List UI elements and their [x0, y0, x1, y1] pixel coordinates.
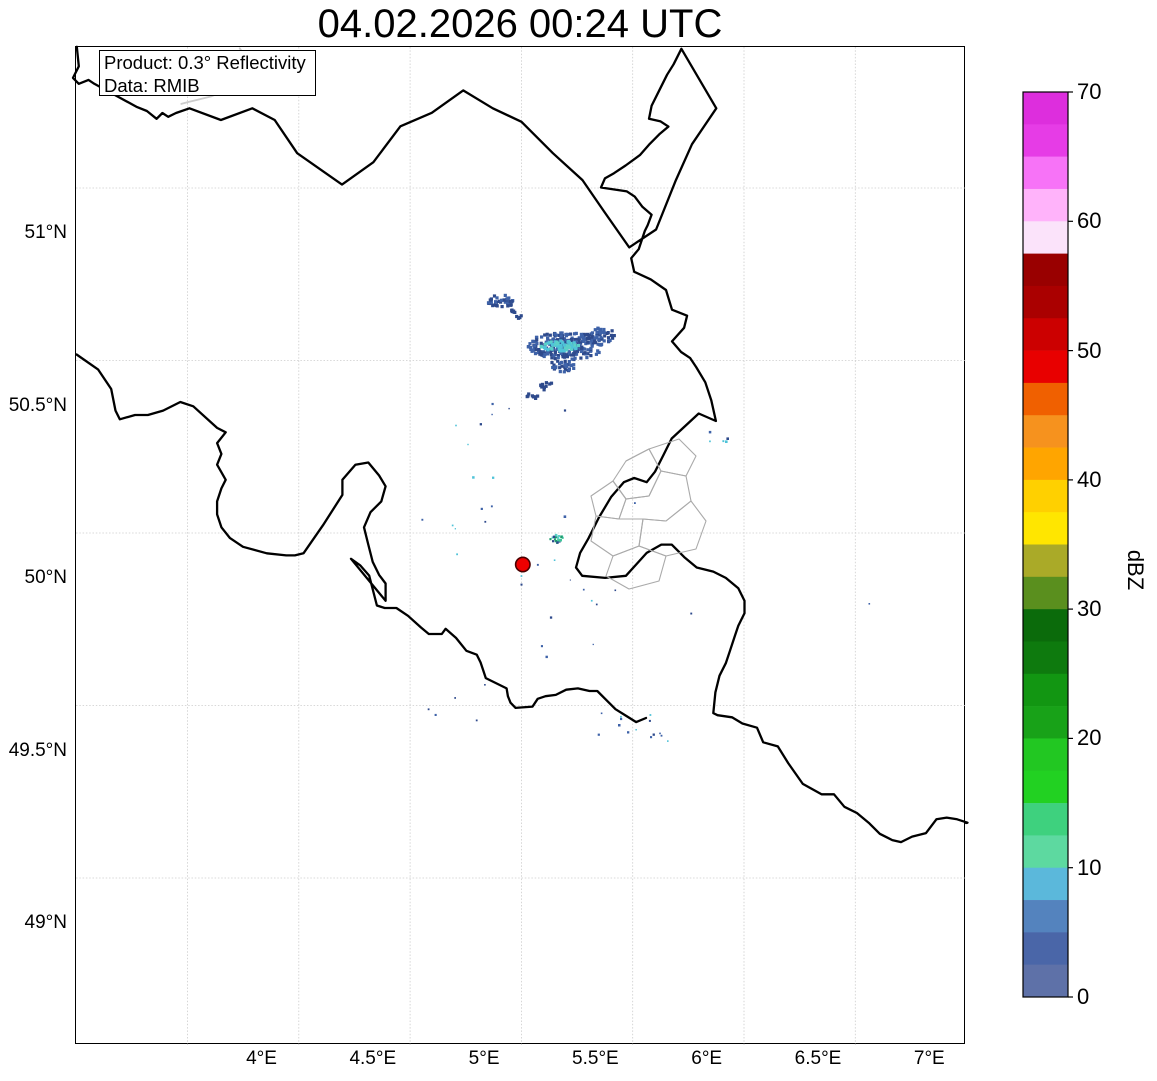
- svg-text:60: 60: [1077, 208, 1101, 233]
- svg-text:dBZ: dBZ: [1123, 550, 1148, 590]
- svg-text:10: 10: [1077, 855, 1101, 880]
- svg-text:70: 70: [1077, 79, 1101, 104]
- svg-text:40: 40: [1077, 467, 1101, 492]
- svg-text:0: 0: [1077, 984, 1089, 1009]
- svg-text:50: 50: [1077, 338, 1101, 363]
- svg-text:30: 30: [1077, 596, 1101, 621]
- svg-text:20: 20: [1077, 725, 1101, 750]
